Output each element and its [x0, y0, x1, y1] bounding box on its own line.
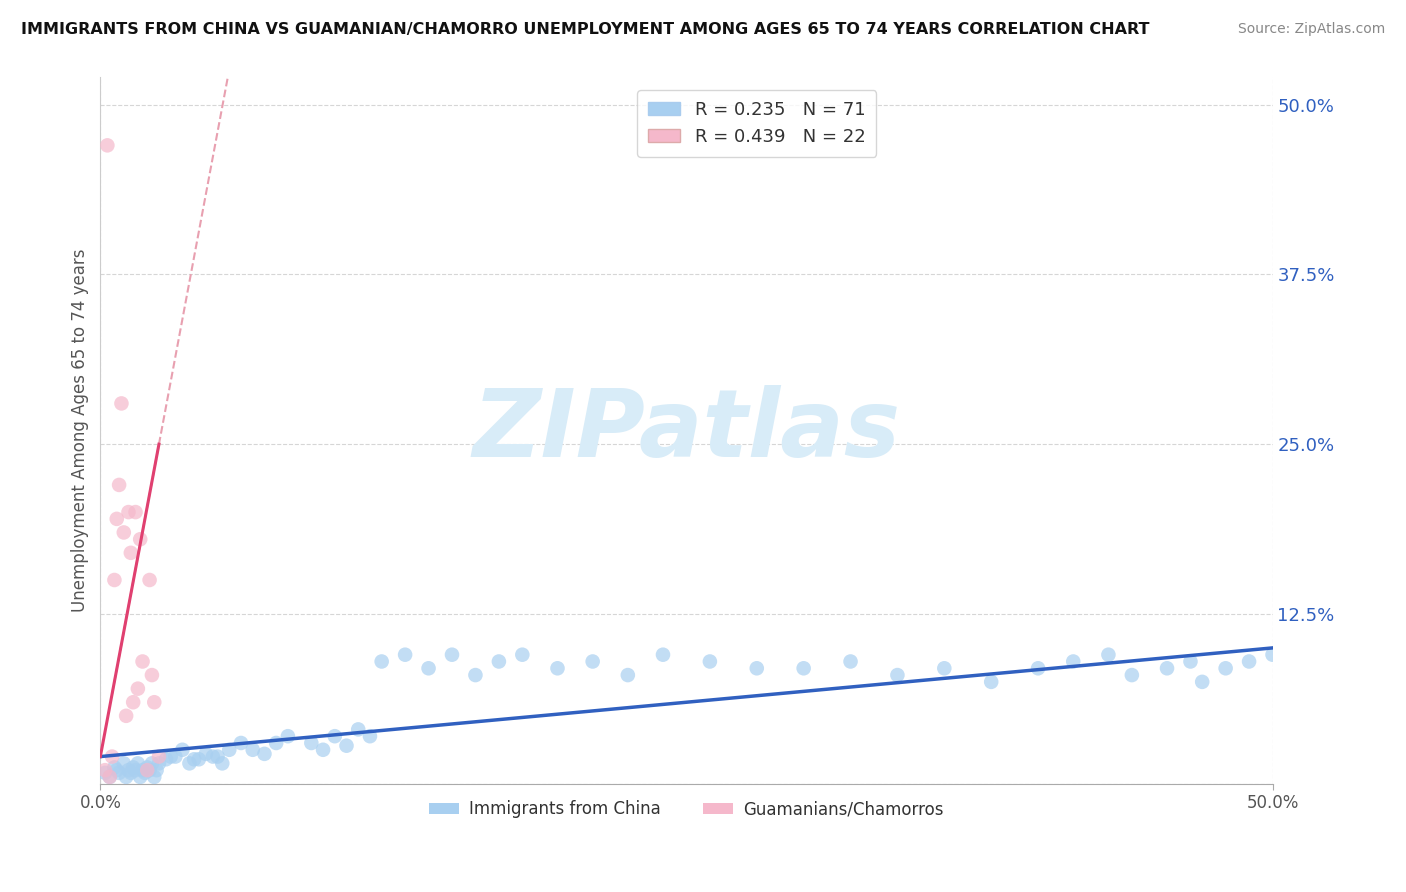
Point	[127, 681, 149, 696]
Point	[299, 736, 322, 750]
Point	[886, 668, 908, 682]
Point	[148, 749, 170, 764]
Point	[201, 749, 224, 764]
Point	[699, 655, 721, 669]
Point	[418, 661, 440, 675]
Point	[155, 752, 177, 766]
Point	[347, 723, 370, 737]
Point	[143, 770, 166, 784]
Point	[110, 396, 132, 410]
Point	[440, 648, 463, 662]
Point	[138, 763, 160, 777]
Point	[1156, 661, 1178, 675]
Text: ZIPatlas: ZIPatlas	[472, 384, 900, 476]
Point	[335, 739, 357, 753]
Point	[1191, 674, 1213, 689]
Point	[934, 661, 956, 675]
Point	[312, 743, 335, 757]
Point	[108, 765, 131, 780]
Point	[1261, 648, 1284, 662]
Point	[127, 756, 149, 771]
Point	[134, 765, 156, 780]
Point	[141, 756, 163, 771]
Point	[207, 749, 229, 764]
Point	[464, 668, 486, 682]
Text: IMMIGRANTS FROM CHINA VS GUAMANIAN/CHAMORRO UNEMPLOYMENT AMONG AGES 65 TO 74 YEA: IMMIGRANTS FROM CHINA VS GUAMANIAN/CHAMO…	[21, 22, 1150, 37]
Point	[136, 760, 159, 774]
Point	[745, 661, 768, 675]
Point	[793, 661, 815, 675]
Point	[101, 749, 124, 764]
Point	[112, 756, 135, 771]
Point	[143, 695, 166, 709]
Text: Source: ZipAtlas.com: Source: ZipAtlas.com	[1237, 22, 1385, 37]
Point	[136, 763, 159, 777]
Legend: Immigrants from China, Guamanians/Chamorros: Immigrants from China, Guamanians/Chamor…	[423, 794, 950, 825]
Point	[980, 674, 1002, 689]
Point	[617, 668, 640, 682]
Point	[229, 736, 252, 750]
Point	[94, 763, 117, 777]
Point	[98, 770, 121, 784]
Point	[122, 760, 145, 774]
Point	[488, 655, 510, 669]
Point	[1237, 655, 1260, 669]
Point	[172, 743, 194, 757]
Point	[277, 729, 299, 743]
Point	[112, 525, 135, 540]
Point	[582, 655, 605, 669]
Point	[108, 478, 131, 492]
Point	[1180, 655, 1202, 669]
Point	[131, 655, 153, 669]
Point	[96, 138, 118, 153]
Point	[242, 743, 264, 757]
Point	[131, 763, 153, 777]
Point	[129, 533, 152, 547]
Point	[359, 729, 381, 743]
Point	[115, 708, 138, 723]
Point	[183, 752, 205, 766]
Point	[394, 648, 416, 662]
Point	[138, 573, 160, 587]
Point	[1026, 661, 1049, 675]
Point	[1097, 648, 1119, 662]
Point	[512, 648, 534, 662]
Point	[105, 763, 128, 777]
Point	[652, 648, 675, 662]
Point	[103, 573, 125, 587]
Point	[547, 661, 569, 675]
Point	[98, 770, 121, 784]
Point	[370, 655, 392, 669]
Point	[253, 747, 276, 761]
Point	[103, 760, 125, 774]
Point	[159, 749, 181, 764]
Point	[1121, 668, 1143, 682]
Point	[129, 770, 152, 784]
Point	[122, 695, 145, 709]
Point	[323, 729, 346, 743]
Point	[145, 763, 167, 777]
Point	[218, 743, 240, 757]
Point	[1062, 655, 1084, 669]
Point	[124, 505, 146, 519]
Point	[117, 763, 139, 777]
Point	[211, 756, 233, 771]
Point	[120, 546, 142, 560]
Point	[94, 765, 117, 780]
Point	[1215, 661, 1237, 675]
Y-axis label: Unemployment Among Ages 65 to 74 years: Unemployment Among Ages 65 to 74 years	[72, 249, 89, 612]
Point	[148, 756, 170, 771]
Point	[117, 505, 139, 519]
Point	[105, 512, 128, 526]
Point	[194, 747, 217, 761]
Point	[839, 655, 862, 669]
Point	[165, 749, 187, 764]
Point	[141, 668, 163, 682]
Point	[264, 736, 287, 750]
Point	[115, 770, 138, 784]
Point	[187, 752, 209, 766]
Point	[179, 756, 201, 771]
Point	[124, 763, 146, 777]
Point	[120, 765, 142, 780]
